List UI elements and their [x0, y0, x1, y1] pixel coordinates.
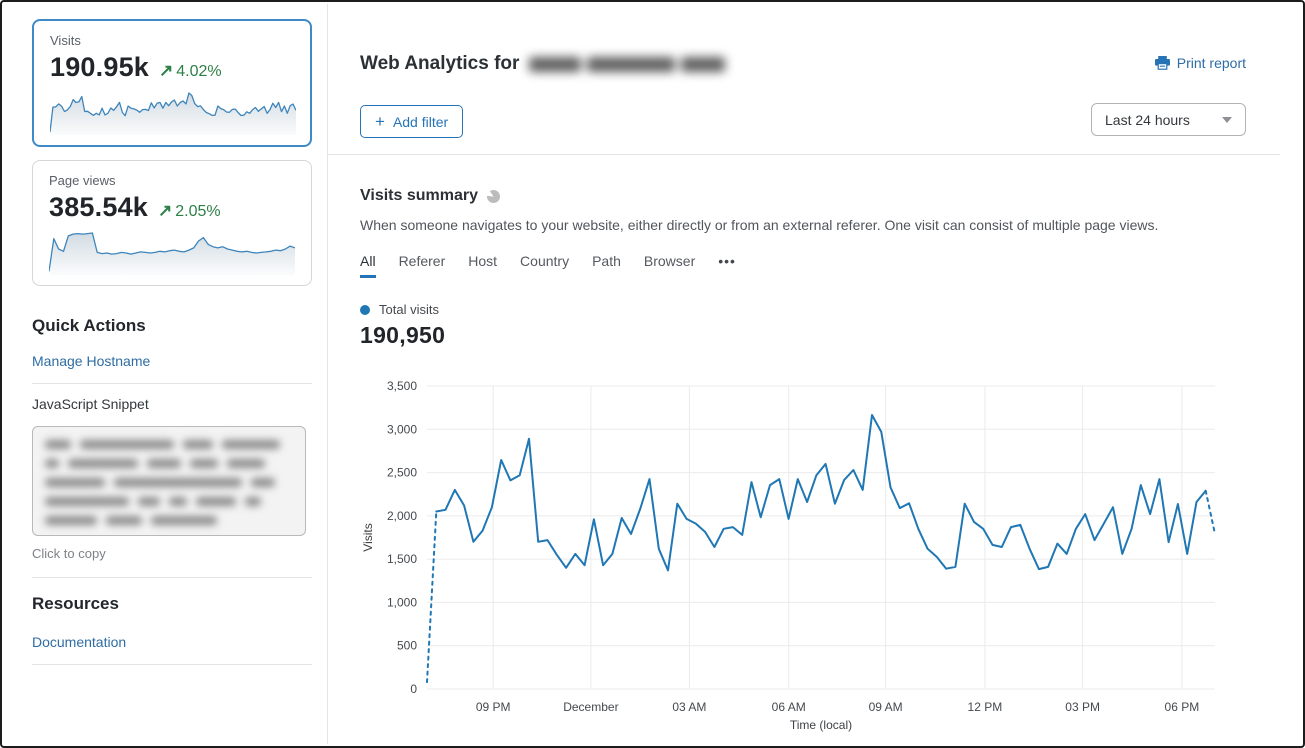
resources-heading: Resources	[32, 594, 119, 613]
svg-text:1,000: 1,000	[387, 595, 417, 609]
svg-text:09 AM: 09 AM	[869, 700, 903, 714]
page-views-card-delta: ↗ 2.05%	[158, 201, 221, 220]
time-range-value: Last 24 hours	[1105, 111, 1190, 128]
svg-text:Time (local): Time (local)	[790, 718, 852, 732]
trend-up-arrow-icon: ↗	[158, 201, 173, 220]
svg-text:03 AM: 03 AM	[672, 700, 706, 714]
dimension-tabs: All Referer Host Country Path Browser ••…	[360, 253, 736, 278]
svg-text:1,500: 1,500	[387, 552, 417, 566]
tab-host[interactable]: Host	[468, 253, 498, 269]
page-views-card-value: 385.54k	[49, 192, 148, 222]
redacted-domain-blur	[529, 56, 726, 72]
add-filter-button[interactable]: + Add filter	[360, 105, 464, 138]
page-views-metric-card[interactable]: Page views 385.54k ↗ 2.05%	[32, 160, 312, 286]
svg-text:December: December	[563, 700, 618, 714]
tab-path[interactable]: Path	[592, 253, 621, 269]
chevron-down-icon	[1222, 116, 1232, 123]
documentation-link[interactable]: Documentation	[32, 634, 127, 650]
redacted-snippet-blur	[45, 440, 293, 449]
page-views-card-label: Page views	[49, 173, 116, 188]
svg-text:2,000: 2,000	[387, 509, 417, 523]
svg-text:500: 500	[397, 639, 417, 653]
svg-text:2,500: 2,500	[387, 466, 417, 480]
tab-all[interactable]: All	[360, 253, 376, 278]
time-range-dropdown[interactable]: Last 24 hours	[1091, 103, 1246, 136]
visits-line-chart[interactable]: 0 500 1,000 1,500 2,000 2,500 3,000 3,500 09 PM D…	[360, 374, 1220, 736]
tab-more-ellipsis[interactable]: •••	[718, 253, 736, 269]
svg-text:12 PM: 12 PM	[968, 700, 1003, 714]
svg-text:06 PM: 06 PM	[1165, 700, 1200, 714]
svg-text:3,500: 3,500	[387, 379, 417, 393]
sidebar: Visits 190.95k ↗ 4.02% Page views 385.54k…	[32, 19, 312, 665]
legend-dot-icon	[360, 304, 370, 315]
click-to-copy-hint: Click to copy	[32, 546, 106, 561]
svg-text:Visits: Visits	[361, 523, 375, 551]
quick-actions-heading: Quick Actions	[32, 316, 146, 335]
redacted-snippet-blur	[45, 516, 293, 525]
sidebar-main-divider	[327, 4, 328, 744]
svg-text:03 PM: 03 PM	[1065, 700, 1100, 714]
svg-text:09 PM: 09 PM	[476, 700, 511, 714]
visits-summary-description: When someone navigates to your website, …	[360, 217, 1159, 233]
svg-text:0: 0	[410, 682, 417, 696]
divider	[32, 577, 312, 578]
page-title: Web Analytics for	[360, 53, 726, 75]
visits-sparkline-chart	[50, 92, 296, 135]
pie-chart-icon	[487, 189, 500, 203]
visits-card-delta: ↗ 4.02%	[159, 61, 222, 80]
tab-browser[interactable]: Browser	[643, 253, 696, 269]
plus-icon: +	[375, 112, 385, 131]
trend-up-arrow-icon: ↗	[159, 61, 174, 80]
page-views-sparkline-chart	[49, 232, 295, 275]
divider	[32, 664, 312, 665]
javascript-snippet-copy-box[interactable]	[32, 426, 306, 536]
visits-card-value: 190.95k	[50, 52, 149, 82]
svg-text:06 AM: 06 AM	[772, 700, 806, 714]
javascript-snippet-label: JavaScript Snippet	[32, 396, 149, 412]
printer-icon	[1154, 56, 1170, 70]
visits-metric-card[interactable]: Visits 190.95k ↗ 4.02%	[32, 19, 312, 147]
redacted-snippet-blur	[45, 497, 293, 506]
redacted-snippet-blur	[45, 459, 293, 468]
total-visits-value: 190,950	[360, 322, 446, 348]
svg-text:3,000: 3,000	[387, 422, 417, 436]
visits-summary-heading: Visits summary	[360, 187, 500, 205]
manage-hostname-link[interactable]: Manage Hostname	[32, 353, 151, 369]
tab-referer[interactable]: Referer	[398, 253, 446, 269]
print-report-button[interactable]: Print report	[1154, 55, 1246, 71]
legend-label: Total visits	[379, 302, 439, 317]
chart-legend: Total visits	[360, 302, 439, 317]
tab-country[interactable]: Country	[520, 253, 570, 269]
visits-card-label: Visits	[50, 33, 81, 48]
header-section-divider	[328, 154, 1280, 155]
divider	[32, 383, 312, 384]
redacted-snippet-blur	[45, 478, 293, 487]
